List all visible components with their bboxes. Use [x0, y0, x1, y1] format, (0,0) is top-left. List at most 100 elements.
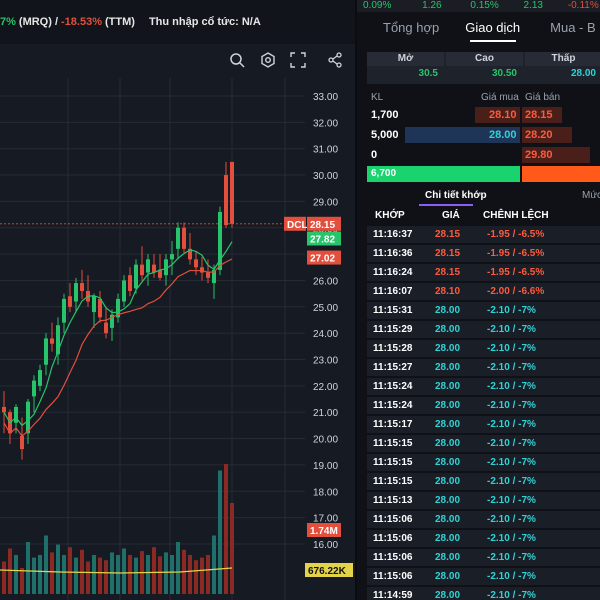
ob-volume: 1,700	[371, 109, 399, 121]
price-tick-label: 29.00	[313, 197, 338, 208]
volume-bar	[134, 557, 138, 594]
share-icon[interactable]	[326, 52, 344, 70]
total-volume-label: 6,700	[371, 168, 397, 179]
candle-body	[140, 264, 144, 276]
trade-change: -2.10 / -7%	[487, 419, 536, 430]
trade-price: 28.00	[435, 305, 461, 316]
last-price-tag-bg	[307, 216, 341, 231]
volume-bar	[98, 557, 102, 594]
tab-mua-ban[interactable]: Mua - B	[550, 20, 596, 35]
trade-time: 11:14:59	[373, 590, 413, 600]
candle-body	[74, 283, 78, 302]
candle-body	[182, 227, 186, 249]
price-tick-label: 20.00	[313, 435, 338, 446]
volume-tag: 1.74M	[310, 526, 338, 537]
ob-ask: 29.80	[525, 149, 553, 161]
trade-price: 28.15	[435, 267, 461, 278]
trade-price: 28.00	[435, 495, 461, 506]
subtab-indicator	[419, 204, 473, 206]
trade-change: -1.95 / -6.5%	[487, 267, 545, 278]
volume-bar	[86, 561, 90, 594]
price-tick-label: 18.00	[313, 487, 338, 498]
trade-price: 28.00	[435, 438, 461, 449]
candle-body	[80, 283, 84, 291]
trade-change: -2.10 / -7%	[487, 476, 536, 487]
trade-change: -1.95 / -6.5%	[487, 229, 545, 240]
volume-ma-tag: 676.22K	[308, 566, 347, 577]
trade-time: 11:16:24	[373, 267, 413, 278]
zoom-icon[interactable]	[228, 52, 246, 70]
volume-bar	[32, 557, 36, 594]
active-tab-indicator	[470, 40, 516, 42]
trade-row: 11:15:06 28.00 -2.10 / -7%	[367, 568, 600, 585]
candle-body	[56, 325, 60, 355]
candle-body	[98, 298, 102, 318]
candle-body	[152, 264, 156, 273]
trade-change: -1.95 / -6.5%	[487, 248, 545, 259]
fullscreen-icon[interactable]	[289, 52, 307, 70]
candlestick-chart[interactable]: 33.0032.0031.0030.0029.0028.0027.0026.00…	[0, 78, 355, 600]
trade-price: 28.15	[435, 229, 461, 240]
volume-bar	[212, 535, 216, 594]
ohl-table: Mở 30.5 Cao 30.50 Thấp 28.00	[367, 52, 600, 84]
trade-row: 11:15:13 28.00 -2.10 / -7%	[367, 492, 600, 509]
buy-sell-pressure-bar: 6,700	[367, 166, 600, 182]
trade-price: 28.00	[435, 514, 461, 525]
trade-row: 11:15:24 28.00 -2.10 / -7%	[367, 397, 600, 414]
trade-row: 11:16:36 28.15 -1.95 / -6.5%	[367, 245, 600, 262]
ticker-value: 1.26	[422, 0, 442, 11]
ask-label: Giá bán	[525, 92, 561, 103]
tab-tong-hop[interactable]: Tổng hợp	[383, 20, 440, 35]
dividend-text: Thu nhập cổ tức: N/A	[148, 16, 261, 28]
ma-fast-line	[3, 241, 233, 427]
trade-price: 28.00	[435, 419, 461, 430]
trade-time: 11:15:06	[373, 571, 413, 582]
trade-row: 11:15:06 28.00 -2.10 / -7%	[367, 511, 600, 528]
volume-bar	[230, 503, 234, 594]
trade-change: -2.10 / -7%	[487, 495, 536, 506]
trade-time: 11:15:15	[373, 438, 413, 449]
candle-body	[2, 406, 6, 413]
volume-bar	[194, 560, 198, 594]
trade-price: 28.00	[435, 533, 461, 544]
tab-muc[interactable]: Mức	[582, 190, 600, 201]
ohl-header: Cao	[446, 52, 523, 66]
trade-row: 11:15:27 28.00 -2.10 / -7%	[367, 359, 600, 376]
candle-body	[224, 175, 228, 226]
ticker-value: 0.09%	[363, 0, 392, 11]
candle-body	[32, 380, 36, 397]
bid-label: Giá mua	[481, 92, 519, 103]
candle-body	[26, 401, 30, 434]
trade-row: 11:15:15 28.00 -2.10 / -7%	[367, 473, 600, 490]
chart-area[interactable]: 7% (MRQ) / -18.53% (TTM) Thu nhập cổ tức…	[0, 0, 355, 600]
price-tick-label: 30.00	[313, 171, 338, 182]
tab-chi-tiet-khop[interactable]: Chi tiết khớp	[425, 190, 487, 201]
trade-price: 28.00	[435, 476, 461, 487]
trade-time: 11:15:27	[373, 362, 413, 373]
buy-volume-bar	[367, 166, 520, 182]
trade-row: 11:16:37 28.15 -1.95 / -6.5%	[367, 226, 600, 243]
sell-volume-bar	[522, 166, 600, 182]
trade-row: 11:15:06 28.00 -2.10 / -7%	[367, 549, 600, 566]
candle-body	[68, 296, 72, 307]
ma-fast-tag: 27.82	[310, 234, 335, 245]
volume-bar	[218, 470, 222, 594]
settings-icon[interactable]	[259, 52, 277, 70]
volume-bar	[158, 556, 162, 594]
candle-body	[50, 338, 54, 344]
candle-body	[110, 314, 114, 328]
trade-price: 28.00	[435, 362, 461, 373]
ma-fast-tag-bg	[307, 231, 341, 246]
ticker-strip: 0.09% 1.26 0.15% 2.13 -0.11%	[357, 0, 600, 12]
trade-time: 11:15:06	[373, 514, 413, 525]
trade-price: 28.10	[435, 286, 461, 297]
volume-bar	[14, 555, 18, 594]
trade-time: 11:15:24	[373, 381, 413, 392]
volume-bar	[8, 548, 12, 594]
tab-giao-dich[interactable]: Giao dịch	[465, 20, 521, 35]
volume-bar	[50, 552, 54, 594]
ticker-value: -0.11%	[567, 0, 599, 11]
price-tick-label: 24.00	[313, 329, 338, 340]
order-book-row: 0 29.80	[367, 145, 600, 165]
price-tags: DCL 28.15 27.82 27.02 1.74M 676.22K	[0, 216, 353, 577]
